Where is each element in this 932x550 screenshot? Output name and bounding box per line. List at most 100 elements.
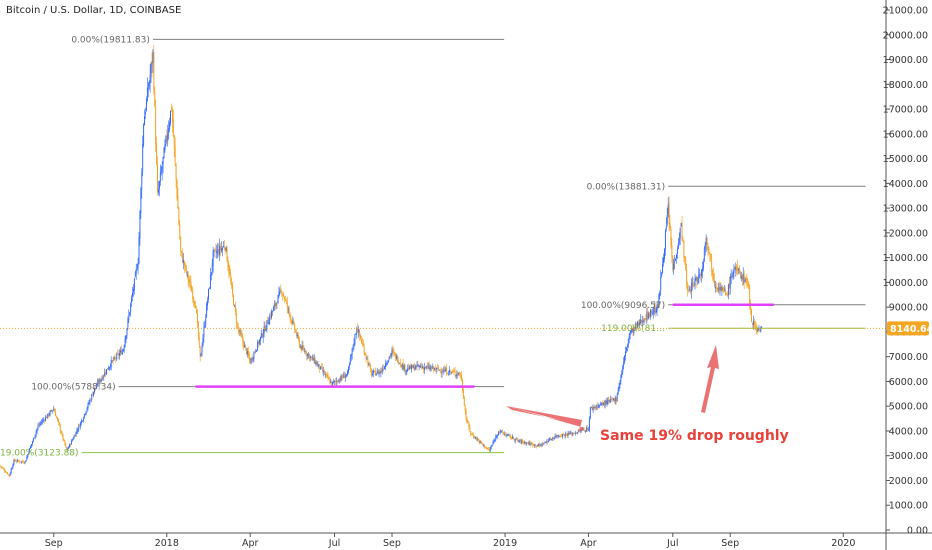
candle-body	[669, 222, 671, 229]
candle-body	[561, 436, 563, 438]
candle-body	[142, 143, 144, 173]
candle-body	[176, 179, 178, 198]
candle-body	[353, 343, 355, 346]
candle-body	[471, 433, 473, 435]
candle-body	[651, 310, 652, 314]
candle-body	[300, 345, 302, 350]
candle-body	[292, 321, 294, 324]
candle-body	[474, 436, 475, 439]
candle-body	[360, 335, 361, 339]
candle-body	[311, 356, 313, 358]
candle-body	[238, 329, 240, 333]
candle-body	[621, 372, 623, 375]
candle-body	[643, 319, 645, 323]
candle-body	[585, 430, 587, 432]
candle-body	[437, 367, 439, 370]
candle-body	[416, 364, 418, 366]
candle-body	[2, 467, 4, 469]
candle-body	[759, 328, 761, 332]
candle-body	[295, 331, 297, 332]
candle-body	[571, 432, 573, 435]
y-tick-label: 19000.00	[883, 55, 928, 66]
candle-body	[267, 320, 269, 324]
candle-body	[388, 356, 390, 359]
candle-body	[512, 436, 514, 440]
candle-body	[587, 427, 588, 430]
candle-body	[336, 380, 338, 382]
candle-body	[537, 445, 538, 447]
x-tick-label: Apr	[242, 538, 259, 549]
candle-body	[102, 377, 104, 379]
candle-body	[284, 296, 285, 300]
candle-body	[218, 249, 220, 255]
candle-body	[599, 405, 601, 406]
candle-body	[436, 367, 438, 369]
candle-body	[258, 341, 259, 345]
candle-body	[613, 398, 615, 402]
candle-body	[294, 324, 296, 331]
candle-body	[562, 434, 564, 436]
candle-body	[694, 279, 696, 286]
candle-body	[309, 354, 310, 359]
candle-body	[352, 346, 354, 348]
candle-body	[633, 327, 635, 334]
candle-body	[277, 295, 279, 304]
candle-body	[426, 366, 428, 367]
candle-body	[630, 330, 632, 334]
candle-body	[6, 472, 8, 475]
candle-body	[541, 443, 543, 446]
candle-body	[284, 299, 286, 301]
candle-body	[308, 354, 310, 356]
candle-body	[293, 320, 295, 324]
candle-body	[674, 261, 676, 263]
candle-body	[514, 439, 516, 441]
candle-body	[312, 356, 314, 361]
candle-body	[646, 312, 648, 320]
candle-body	[554, 435, 556, 438]
candle-body	[516, 438, 518, 440]
candle-body	[410, 365, 411, 369]
fib-level-label: 100.00%(5788.34)	[31, 383, 115, 393]
candle-body	[110, 360, 112, 368]
candle-body	[22, 461, 24, 463]
candle-body	[115, 358, 117, 359]
candle-body	[527, 442, 529, 445]
candle-body	[628, 334, 630, 340]
candle-body	[531, 443, 533, 444]
candle-body	[495, 436, 497, 440]
y-axis: 0.00 1000.00 2000.00 3000.00 4000.00 5000.00 6…	[883, 0, 928, 550]
candle-body	[107, 368, 108, 370]
candle-body	[496, 435, 498, 437]
candle-body	[260, 332, 262, 338]
candle-body	[26, 456, 28, 460]
candle-body	[309, 356, 311, 358]
y-tick-label: 2000.00	[889, 476, 928, 487]
candle-body	[409, 365, 411, 370]
candle-body	[24, 461, 26, 463]
candle-body	[289, 313, 291, 319]
candle-body	[375, 373, 377, 376]
candle-body	[86, 408, 88, 411]
y-tick-label: 21000.00	[883, 6, 928, 17]
candle-body	[572, 433, 574, 435]
candle-body	[116, 353, 118, 360]
candle-body	[327, 375, 329, 379]
candle-body	[282, 294, 284, 295]
candle-body	[381, 370, 383, 372]
candle-body	[614, 397, 616, 402]
candle-body	[74, 435, 76, 437]
y-tick-label: 0.00	[907, 526, 928, 537]
candle-body	[717, 288, 719, 290]
candle-body	[417, 364, 419, 367]
candle-body	[494, 440, 496, 441]
candle-body	[424, 366, 426, 369]
candle-body	[80, 422, 82, 427]
candle-body	[402, 363, 404, 370]
candle-body	[583, 429, 585, 431]
candle-body	[285, 300, 287, 302]
candle-body	[331, 381, 333, 386]
candle-body	[140, 188, 142, 214]
candle-body	[663, 257, 664, 264]
candle-body	[584, 430, 586, 432]
candle-body	[109, 366, 111, 368]
